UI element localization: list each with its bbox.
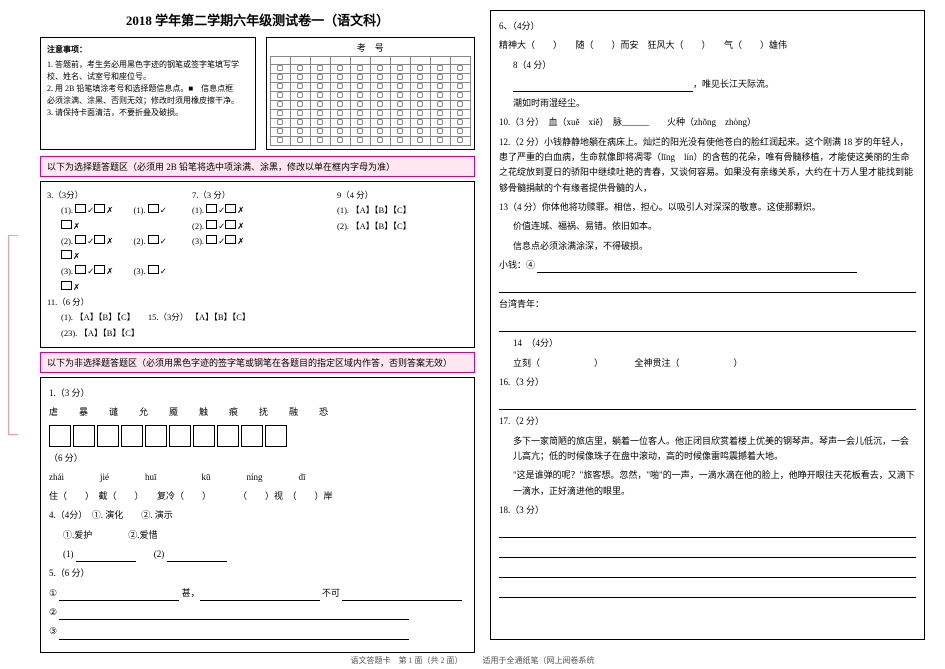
q15-label: 15.（3分） xyxy=(148,312,188,322)
q17-text: 多下一家简陋的旅店里，躺着一位客人。他正闭目欣赏着楼上优美的钢琴声。琴声一会儿低… xyxy=(513,434,916,465)
q10: 10.（3 分） 血（xuě xiě） 脉______ 火种（zhǒng zhò… xyxy=(499,115,916,130)
char-boxes xyxy=(49,425,466,447)
instruction-3: 3. 请保持卡面清洁，不要折叠及破损。 xyxy=(47,107,249,119)
xq-label: 小钱： xyxy=(499,260,526,270)
q14: 14 （4分） xyxy=(513,336,916,351)
blank-line-3 xyxy=(499,394,916,410)
bubble-grid xyxy=(270,56,472,146)
q6: 6、（4分） xyxy=(499,19,916,34)
mc-area: 3.（3分） (1). ✓✗ (1). ✓✗ (2). ✓✗ (2). ✓✗ (… xyxy=(40,181,475,348)
written-area-left: 1.（3 分） 虐 暴 谴 允 魇 触 痕 抚 融 恐 （6 分） zhái j… xyxy=(40,377,475,653)
q8b: 潮如时雨湿经尘。 xyxy=(513,96,916,111)
sub-b: 信息点必须涂满涂深，不得破损。 xyxy=(513,239,916,254)
q13: 13（4 分）你体他将功赎罪。相信，担心。以吸引人对深深的敬意。这使那颗炽。 xyxy=(499,200,916,215)
footer-text: 语文答题卡 第 1 面（共 2 面） 适用于全通纸笔（网上阅卷系统 xyxy=(351,656,595,665)
q15-abc: 【A】【B】【C】 xyxy=(190,312,250,322)
tw: 台湾青年： xyxy=(499,297,916,312)
q17-text2: "这是谁弹的呢？"旅客想。忽然，"啪"的一声，一滴水滴在他的脸上，他睁开眼往天花… xyxy=(513,468,916,499)
q11-label: 11.（6 分） xyxy=(47,297,89,307)
q1-chars: 虐 暴 谴 允 魇 触 痕 抚 融 恐 xyxy=(49,405,466,420)
q7-label: 7.（3 分） xyxy=(192,190,230,200)
q8a-text: 唯见长江天际流。 xyxy=(702,79,774,89)
q1-label: 1.（3 分） xyxy=(49,388,90,398)
instructions-header: 注意事项： xyxy=(47,44,249,56)
instruction-2b: 必须涂满、涂黑、否则无效；修改时须用橡皮擦干净。 xyxy=(47,95,249,107)
q9-opt2: (2). xyxy=(337,221,349,231)
written-area-right: 6、（4分） 精神大（ ） 随（ ）而安 狂风大（ ） 气（ ）雄伟 8（4 分… xyxy=(490,10,925,640)
exam-title: 2018 学年第二学期六年级测试卷一（语文科） xyxy=(40,10,475,29)
q9-opt1: (1). xyxy=(337,205,349,215)
instructions-box: 注意事项： 1. 答题前，考生务必用黑色字迹的钢笔或签字笔填写学校、姓名、试室号… xyxy=(40,37,256,150)
q17: 17.（2 分） xyxy=(499,414,916,429)
instruction-1: 1. 答题前，考生务必用黑色字迹的钢笔或签字笔填写学校、姓名、试室号和座位号。 xyxy=(47,59,249,83)
fill-row: 住（ ） 截（ ） 复冷（ ） （ ）视 （ ）岸 xyxy=(49,489,466,504)
blank-line-6 xyxy=(499,562,916,578)
blank-line-5 xyxy=(499,542,916,558)
q6a: 精神大（ ） 随（ ）而安 狂风大（ ） 气（ ）雄伟 xyxy=(499,38,916,53)
q4b: ①.爱护 ②.爱惜 xyxy=(63,528,466,543)
header-row: 注意事项： 1. 答题前，考生务必用黑色字迹的钢笔或签字笔填写学校、姓名、试室号… xyxy=(40,37,475,150)
q14a: 立刻（ ） 全神贯注（ ） xyxy=(513,356,916,371)
mc-banner: 以下为选择题答题区（必须用 2B 铅笔将选中项涂满、涂黑，修改以单在框内字母为准… xyxy=(40,156,475,177)
blank-line-2 xyxy=(499,316,916,332)
blank-line-1 xyxy=(499,277,916,293)
q18: 18.（3 分） xyxy=(499,503,916,518)
q5: 5.（6 分） xyxy=(49,566,466,581)
blank-line-4 xyxy=(499,522,916,538)
binding-mark xyxy=(8,235,18,435)
q9-abc: 【A】【B】【C】 xyxy=(351,205,411,215)
q23-abc: 【A】【B】【C】 xyxy=(79,328,139,338)
exam-number-box: 考 号 xyxy=(266,37,476,150)
page-footer: 语文答题卡 第 1 面（共 2 面） 适用于全通纸笔（网上阅卷系统 xyxy=(0,655,945,666)
q16: 16.（3 分） xyxy=(499,375,916,390)
q11-abc1: 【A】【B】【C】 xyxy=(75,312,131,322)
q23-label: (23). xyxy=(61,328,77,338)
q4: 4.（4分） ①. 演化 ②. 演示 xyxy=(49,508,466,523)
q3-label: 3.（3分） xyxy=(47,190,83,200)
right-column: 6、（4分） 精神大（ ） 随（ ）而安 狂风大（ ） 气（ ）雄伟 8（4 分… xyxy=(490,10,925,653)
instruction-2: 2. 用 2B 铅笔填涂考号和选择题信息点。■ 信息点框 xyxy=(47,83,249,95)
written-banner: 以下为非选择题答题区（必须用黑色字迹的签字笔或钢笔在各题目的指定区域内作答，否则… xyxy=(40,352,475,373)
q2-label: （6 分） xyxy=(49,451,466,466)
q9-abc2: 【A】【B】【C】 xyxy=(351,221,411,231)
q8: 8（4 分） xyxy=(513,58,916,73)
sub-a: 价值连城、福祸、易错。依旧如本。 xyxy=(513,219,916,234)
page-layout: 2018 学年第二学期六年级测试卷一（语文科） 注意事项： 1. 答题前，考生务… xyxy=(0,0,945,658)
pinyin-row: zhái jié huī kū níng dī xyxy=(49,470,466,485)
left-column: 2018 学年第二学期六年级测试卷一（语文科） 注意事项： 1. 答题前，考生务… xyxy=(40,10,475,653)
blank-line-7 xyxy=(499,582,916,598)
q12: 12.（2 分）小钱静静地躺在病床上。灿烂的阳光没有使他苍白的脸红润起来。这个刚… xyxy=(499,135,916,196)
exam-number-header: 考 号 xyxy=(270,41,472,54)
q9-label: 9（4 分） xyxy=(337,190,373,200)
